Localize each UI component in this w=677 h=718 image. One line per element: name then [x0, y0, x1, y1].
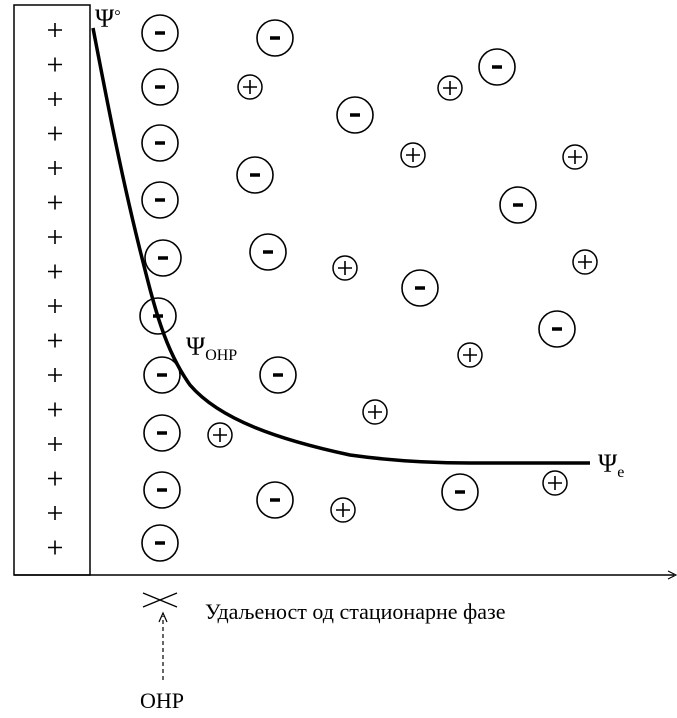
anion — [141, 68, 179, 106]
anion — [141, 524, 179, 562]
psi-e-label: Ψe — [598, 449, 624, 481]
surface-charge — [48, 23, 62, 37]
ohp-pointer-head — [158, 611, 168, 623]
anion — [256, 19, 294, 57]
cation — [572, 249, 598, 275]
surface-charge — [48, 161, 62, 175]
sub: OHP — [205, 347, 237, 364]
cation — [362, 399, 388, 425]
surface-charge — [48, 92, 62, 106]
anion — [141, 124, 179, 162]
cation — [330, 497, 356, 523]
cation — [332, 255, 358, 281]
cation — [207, 422, 233, 448]
anion — [499, 186, 537, 224]
cation — [437, 75, 463, 101]
cation-sign — [213, 428, 227, 442]
surface-charge — [48, 230, 62, 244]
cation — [457, 342, 483, 368]
cation-sign — [443, 81, 457, 95]
anion — [139, 297, 177, 335]
cation — [562, 144, 588, 170]
surface-charge — [48, 471, 62, 486]
anion — [143, 356, 181, 394]
surface-charge — [48, 402, 62, 417]
anion — [478, 48, 516, 86]
cation-sign — [578, 255, 592, 269]
sub: e — [617, 464, 624, 481]
surface-charge — [48, 368, 62, 382]
anion — [256, 481, 294, 519]
cation — [237, 74, 263, 100]
cation-sign — [406, 148, 420, 162]
cation-sign — [243, 80, 257, 94]
ohp-cross — [142, 592, 178, 608]
psi: Ψ — [95, 4, 115, 33]
anion — [401, 269, 439, 307]
cation-sign — [548, 476, 562, 490]
sup: ° — [114, 8, 120, 25]
psi: Ψ — [186, 332, 206, 361]
surface-charge — [48, 333, 62, 348]
charges — [48, 14, 598, 562]
potential-curve — [91, 27, 590, 465]
psi-surface-label: Ψ° — [95, 4, 121, 33]
psi-ohp-label: ΨOHP — [186, 332, 237, 364]
anion — [141, 14, 179, 52]
anion — [259, 356, 297, 394]
surface-charge — [48, 195, 62, 210]
cation-sign — [336, 503, 350, 517]
psi: Ψ — [598, 449, 618, 478]
anion — [441, 473, 479, 511]
anion — [143, 414, 181, 452]
cation — [400, 142, 426, 168]
x-axis-label: Удаљеност од стационарне фазе — [205, 599, 505, 624]
anion — [143, 471, 181, 509]
cation — [542, 470, 568, 496]
anion — [141, 181, 179, 219]
anion — [144, 239, 182, 277]
ohp-label: OHP — [140, 688, 184, 713]
surface-charge — [48, 437, 62, 451]
surface-charge — [48, 299, 62, 313]
cation-sign — [568, 150, 582, 164]
anion — [249, 233, 287, 271]
surface-charge — [48, 506, 62, 520]
surface-charge — [48, 126, 62, 141]
anion — [336, 96, 374, 134]
surface-charge — [48, 540, 62, 555]
cation-sign — [463, 348, 477, 362]
axis-arrow — [667, 570, 677, 580]
surface-charge — [48, 57, 62, 72]
anion — [538, 310, 576, 348]
cation-sign — [368, 405, 382, 419]
cation-sign — [338, 261, 352, 275]
anion — [236, 156, 274, 194]
stationary-phase — [13, 4, 91, 576]
surface-charge — [48, 264, 62, 279]
